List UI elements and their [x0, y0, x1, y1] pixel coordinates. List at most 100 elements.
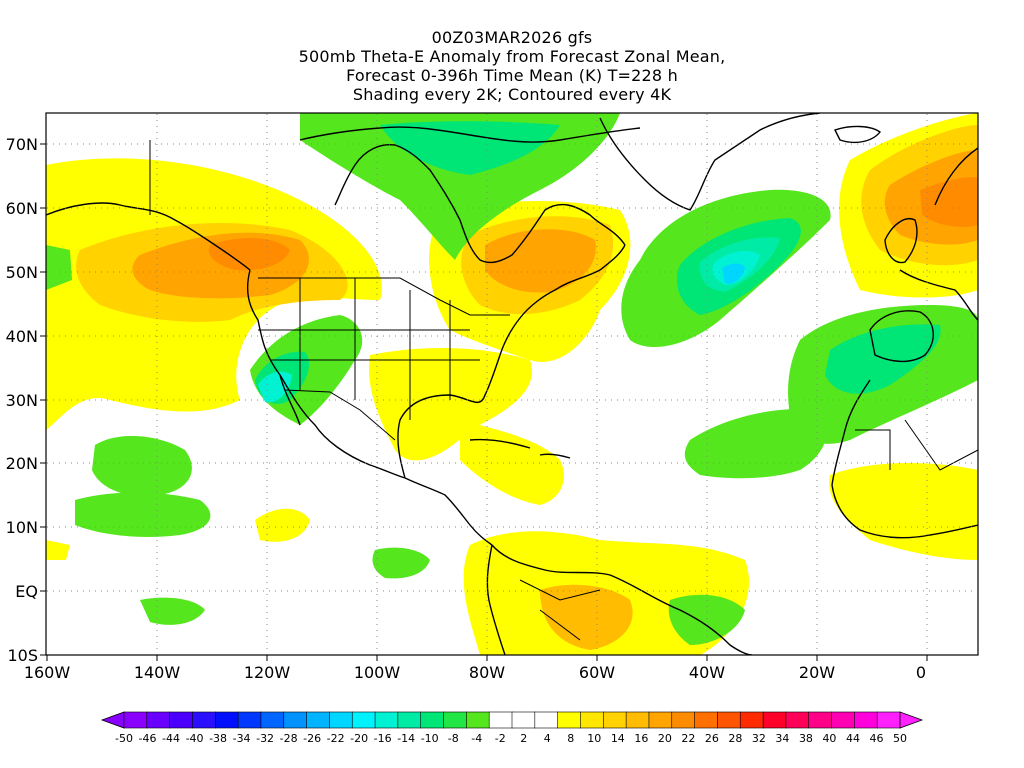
- colorbar-label: 40: [822, 732, 836, 745]
- borders: [149, 140, 978, 641]
- colorbar-swatch: [420, 711, 445, 729]
- colorbar-label: 50: [893, 732, 907, 745]
- warm-deep-core-pacific: [208, 238, 290, 271]
- y-tick-labels: 70N 60N 50N 40N 30N 20N 10N EQ 10S: [6, 135, 38, 665]
- colorbar-swatch: [671, 711, 696, 729]
- colorbar-swatch: [580, 711, 604, 729]
- colorbar-label: 2: [520, 732, 527, 745]
- shading-layer: [46, 113, 978, 655]
- colorbar-label: -16: [374, 732, 392, 745]
- colorbar-label: -28: [280, 732, 298, 745]
- colorbar-label: 38: [799, 732, 813, 745]
- cold-area-hudson: [300, 113, 620, 260]
- warm-area-west-edge: [46, 540, 70, 560]
- warm-orange-samerica: [540, 584, 633, 650]
- colorbar-swatch: [762, 711, 787, 729]
- colorbar-swatch: [306, 711, 331, 729]
- warm-area-africa: [829, 463, 978, 560]
- x-tick-label: 60W: [579, 663, 615, 682]
- coast-scandinavia: [934, 147, 978, 206]
- warm-deep-core-europe: [920, 177, 978, 227]
- coast-arctic: [299, 126, 641, 143]
- colorbar-swatch: [192, 711, 216, 729]
- border-sa-2: [539, 609, 581, 641]
- colorbar-swatch: [283, 711, 308, 729]
- coast-central-america: [404, 477, 493, 546]
- colorbar-label: 32: [752, 732, 766, 745]
- colorbar-label: 8: [567, 732, 574, 745]
- colorbar-swatch: [785, 711, 810, 729]
- colorbar-label: -22: [327, 732, 345, 745]
- colorbar-swatch: [876, 711, 901, 729]
- colorbar-label: -2: [495, 732, 506, 745]
- colorbar-label: -40: [186, 732, 204, 745]
- y-tick-label: 10N: [6, 518, 38, 537]
- coast-hispaniola: [539, 453, 571, 459]
- colorbar-label: -50: [115, 732, 133, 745]
- graticule: [47, 114, 977, 654]
- colorbar-label: -38: [209, 732, 227, 745]
- map-frame: [45, 112, 979, 656]
- colorbar-label: -4: [471, 732, 482, 745]
- x-tick-label: 160W: [24, 663, 71, 682]
- cold-core-sw-us-2: [258, 371, 292, 403]
- colorbar-label: 44: [846, 732, 860, 745]
- y-tick-label: 30N: [6, 391, 38, 410]
- colorbar-label: -10: [421, 732, 439, 745]
- cold-area-pacific-sw: [75, 492, 211, 537]
- warm-core-canada: [485, 229, 596, 293]
- coast-iceland: [834, 125, 882, 144]
- colorbar-label: -46: [139, 732, 157, 745]
- coast-sa-west: [486, 544, 506, 655]
- colorbar-label: -44: [162, 732, 180, 745]
- colorbar-label: -32: [256, 732, 274, 745]
- title-line-3: Forecast 0-396h Time Mean (K) T=228 h: [346, 66, 678, 85]
- x-tick-label: 140W: [134, 663, 181, 682]
- cold-area-south-atlantic: [668, 594, 745, 645]
- y-tick-label: EQ: [15, 582, 38, 601]
- colorbar-label: 10: [587, 732, 601, 745]
- coastlines: [46, 113, 978, 655]
- colorbar-arrow-left: [100, 711, 125, 729]
- colorbar-label: 28: [728, 732, 742, 745]
- colorbar-swatch: [854, 711, 878, 729]
- y-tick-label: 70N: [6, 135, 38, 154]
- colorbar-swatch: [557, 711, 582, 729]
- y-tick-label: 10S: [7, 646, 38, 665]
- colorbar-swatch: [648, 711, 673, 729]
- colorbar-swatch: [237, 711, 262, 729]
- x-tick-labels: 160W 140W 120W 100W 80W 60W 40W 20W 0: [24, 663, 926, 682]
- colorbar-swatch: [443, 711, 467, 729]
- colorbar-label: -20: [350, 732, 368, 745]
- tick-marks: [40, 143, 928, 661]
- title-line-2: 500mb Theta-E Anomaly from Forecast Zona…: [298, 47, 726, 66]
- x-tick-label: 40W: [689, 663, 725, 682]
- border-africa-1: [904, 419, 978, 471]
- colorbar-label: 20: [658, 732, 672, 745]
- cold-area-west-edge: [46, 245, 72, 290]
- colorbar-swatch: [831, 711, 855, 729]
- colorbar-swatch: [169, 711, 194, 729]
- colorbar-swatch: [260, 711, 285, 729]
- cold-area-pacific-eq: [372, 547, 430, 579]
- colorbar-swatch: [123, 711, 148, 729]
- colorbar-swatch: [534, 711, 559, 729]
- y-tick-label: 60N: [6, 199, 38, 218]
- colorbar-arrow-right: [899, 711, 924, 729]
- colorbar-swatch: [488, 711, 513, 729]
- x-tick-label: 20W: [799, 663, 835, 682]
- coast-na-west: [246, 269, 406, 479]
- x-tick-label: 80W: [469, 663, 505, 682]
- colorbar-swatch: [739, 711, 764, 729]
- coast-hudson-bay: [334, 143, 461, 221]
- colorbar-label: -8: [448, 732, 459, 745]
- border-us-canada: [258, 277, 510, 316]
- colorbar-label: -14: [397, 732, 415, 745]
- coast-greenland: [599, 113, 821, 211]
- cold-core-iberia: [825, 324, 941, 394]
- colorbar-swatch: [717, 711, 741, 729]
- y-tick-label: 50N: [6, 263, 38, 282]
- colorbar-label: 4: [544, 732, 551, 745]
- colorbar-label: -34: [233, 732, 251, 745]
